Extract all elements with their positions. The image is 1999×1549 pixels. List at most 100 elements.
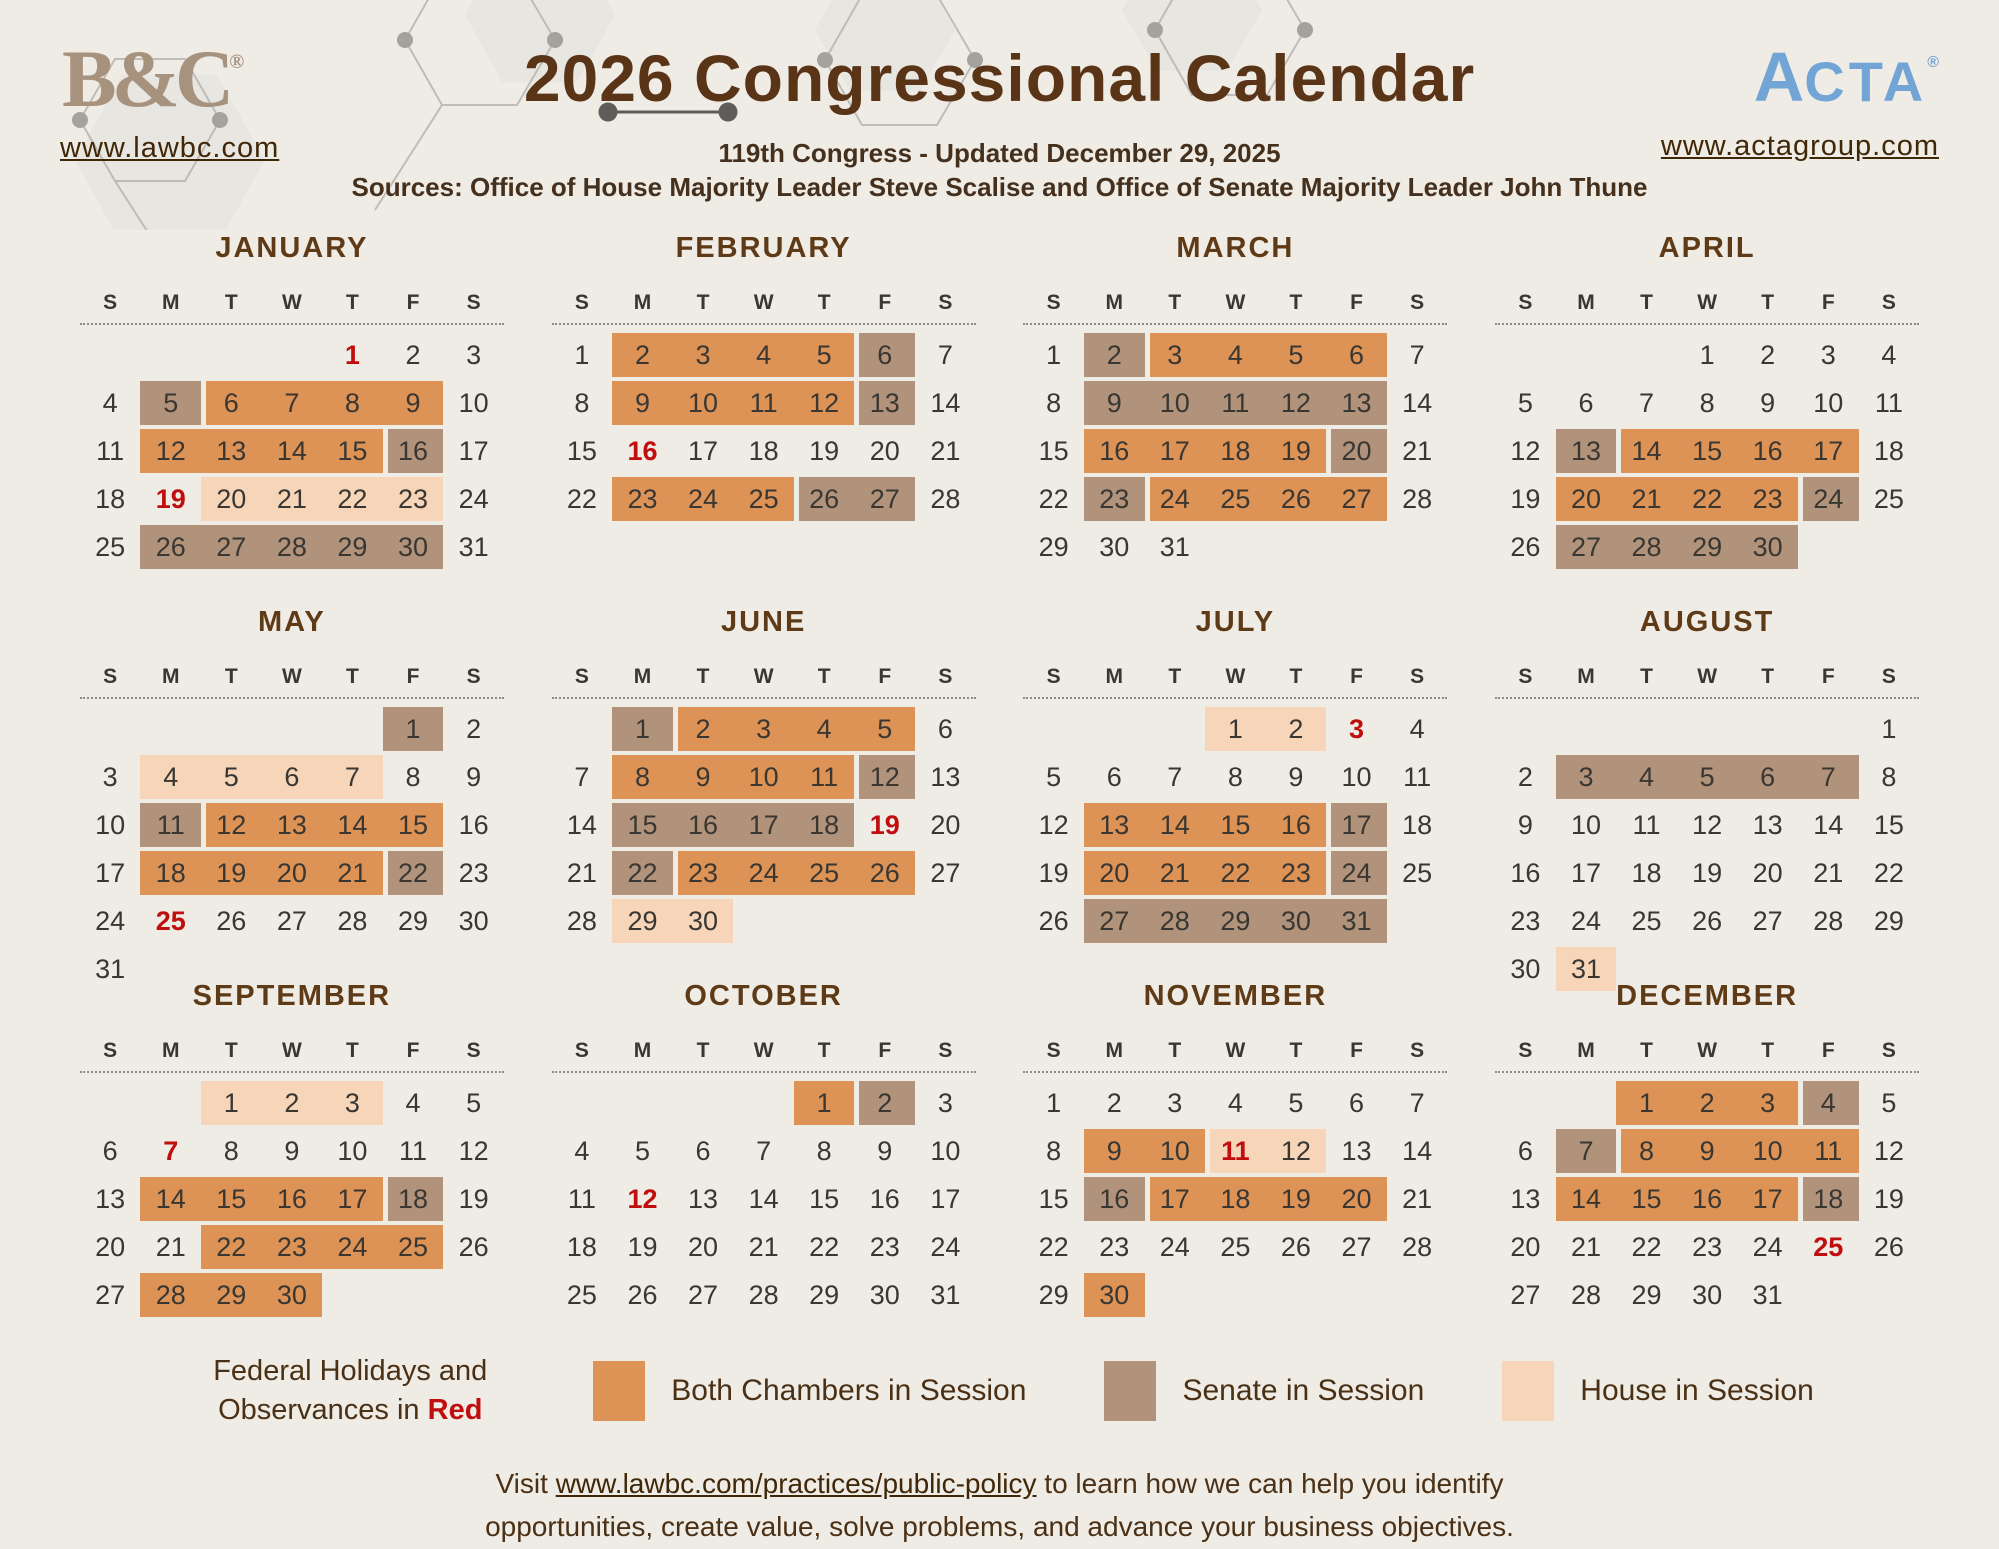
day-cell: 31 — [930, 1280, 961, 1310]
day-cell: 14 — [1813, 810, 1844, 840]
public-policy-link[interactable]: www.lawbc.com/practices/public-policy — [555, 1468, 1037, 1499]
weekday-header: W — [281, 1039, 302, 1062]
day-cell: 9 — [382, 381, 444, 425]
day-cell — [1556, 333, 1617, 377]
day-cell: 20 — [1510, 1232, 1541, 1262]
weekday-header: M — [161, 1039, 180, 1062]
day-cell: 29 — [1873, 906, 1904, 936]
day-cell: 8 — [612, 755, 673, 799]
sources-line: Sources: Office of House Majority Leader… — [351, 172, 1648, 202]
day-cell: 18 — [566, 1232, 597, 1262]
day-cell: 5 — [140, 381, 202, 425]
day-cell: 28 — [1402, 484, 1433, 514]
day-cell: 6 — [1326, 333, 1387, 377]
day-cell: 12 — [793, 381, 855, 425]
day-cell: 18 — [95, 484, 126, 514]
day-cell: 7 — [1555, 1129, 1617, 1173]
legend-item-both: Both Chambers in Session — [593, 1361, 1026, 1422]
day-cell: 22 — [1873, 858, 1904, 888]
day-cell: 22 — [1205, 851, 1266, 895]
day-cell: 11 — [398, 1136, 428, 1166]
weekday-header: F — [1350, 291, 1363, 314]
day-cell: 22 — [1676, 477, 1738, 521]
day-cell: 4 — [1616, 755, 1677, 799]
weekday-header: F — [878, 1039, 892, 1062]
day-cell: 15 — [1038, 1184, 1069, 1214]
day-cell: 12 — [1265, 1129, 1327, 1173]
day-cell: 30 — [1737, 525, 1798, 569]
weekday-header: F — [878, 291, 892, 314]
day-cell: 10 — [733, 755, 794, 799]
acta-logo: ACTA® — [1754, 42, 1939, 112]
day-cell: 14 — [1616, 429, 1677, 473]
day-cell — [1677, 707, 1738, 751]
day-cell: 29 — [1631, 1280, 1662, 1310]
day-cell: 16 — [261, 1177, 323, 1221]
actagroup-link[interactable]: www.actagroup.com — [1660, 130, 1939, 162]
day-cell: 13 — [1083, 803, 1145, 847]
day-cell: 17 — [1144, 1177, 1206, 1221]
day-cell: 9 — [612, 381, 673, 425]
day-cell: 6 — [1737, 755, 1798, 799]
day-cell: 11 — [1797, 1129, 1859, 1173]
day-cell: 18 — [140, 851, 202, 895]
day-cell — [80, 333, 141, 377]
day-cell: 11 — [96, 436, 125, 466]
day-cell: 5 — [1265, 333, 1327, 377]
day-cell — [262, 707, 323, 751]
day-cell: 4 — [793, 707, 855, 751]
day-cell: 10 — [337, 1136, 368, 1166]
day-cell — [1266, 525, 1327, 569]
day-cell: 28 — [930, 484, 961, 514]
day-cell: 5 — [1517, 388, 1533, 418]
day-cell: 16 — [1676, 1177, 1738, 1221]
day-cell: 21 — [155, 1232, 186, 1262]
legend-label: Senate in Session — [1182, 1374, 1425, 1408]
day-cell: 14 — [1144, 803, 1206, 847]
days-grid: 1 2 3 4 5 6 7 8 9 10 11 12 13 14 15 16 17 18 19 20 21 22 23 24 2… — [1023, 707, 1447, 943]
day-cell — [854, 899, 915, 943]
weekday-header: W — [281, 665, 302, 688]
day-cell: 24 — [1752, 1232, 1783, 1262]
day-cell — [1798, 525, 1859, 569]
day-cell: 13 — [201, 429, 262, 473]
day-cell: 19 — [627, 1232, 658, 1262]
day-cell: 20 — [1326, 1177, 1387, 1221]
day-cell: 27 — [854, 477, 916, 521]
day-cell: 3 — [733, 707, 794, 751]
day-cell: 19 — [869, 810, 900, 840]
day-cell: 13 — [1326, 381, 1387, 425]
weekday-header: S — [1410, 291, 1425, 314]
weekday-header: T — [696, 1039, 710, 1062]
day-cell: 17 — [95, 858, 126, 888]
weekday-header: T — [1289, 665, 1303, 688]
day-cell — [1205, 525, 1266, 569]
day-cell: 22 — [201, 1225, 262, 1269]
day-cell: 14 — [140, 1177, 202, 1221]
day-cell: 7 — [1409, 340, 1425, 370]
day-cell: 12 — [627, 1184, 658, 1214]
weekday-header: F — [878, 665, 892, 688]
weekday-header: S — [103, 291, 118, 314]
weekday-header: T — [1168, 291, 1182, 314]
day-cell — [383, 1273, 444, 1317]
lawbc-link[interactable]: www.lawbc.com — [60, 132, 280, 164]
day-cell: 28 — [1402, 1232, 1433, 1262]
day-cell: 30 — [1083, 1273, 1145, 1317]
day-cell: 27 — [1752, 906, 1783, 936]
day-cell: 22 — [322, 477, 383, 521]
bc-logo: B&C® — [62, 38, 244, 120]
day-cell: 6 — [937, 714, 953, 744]
day-cell: 1 — [1046, 340, 1062, 370]
day-cell: 25 — [1631, 906, 1662, 936]
day-cell: 6 — [854, 333, 916, 377]
weekday-header: M — [1105, 291, 1123, 314]
day-cell: 15 — [612, 803, 673, 847]
day-cell: 15 — [1038, 436, 1069, 466]
day-cell: 19 — [458, 1184, 489, 1214]
day-cell: 8 — [816, 1136, 832, 1166]
weekday-header: T — [346, 665, 359, 688]
day-cell — [1326, 1273, 1387, 1317]
